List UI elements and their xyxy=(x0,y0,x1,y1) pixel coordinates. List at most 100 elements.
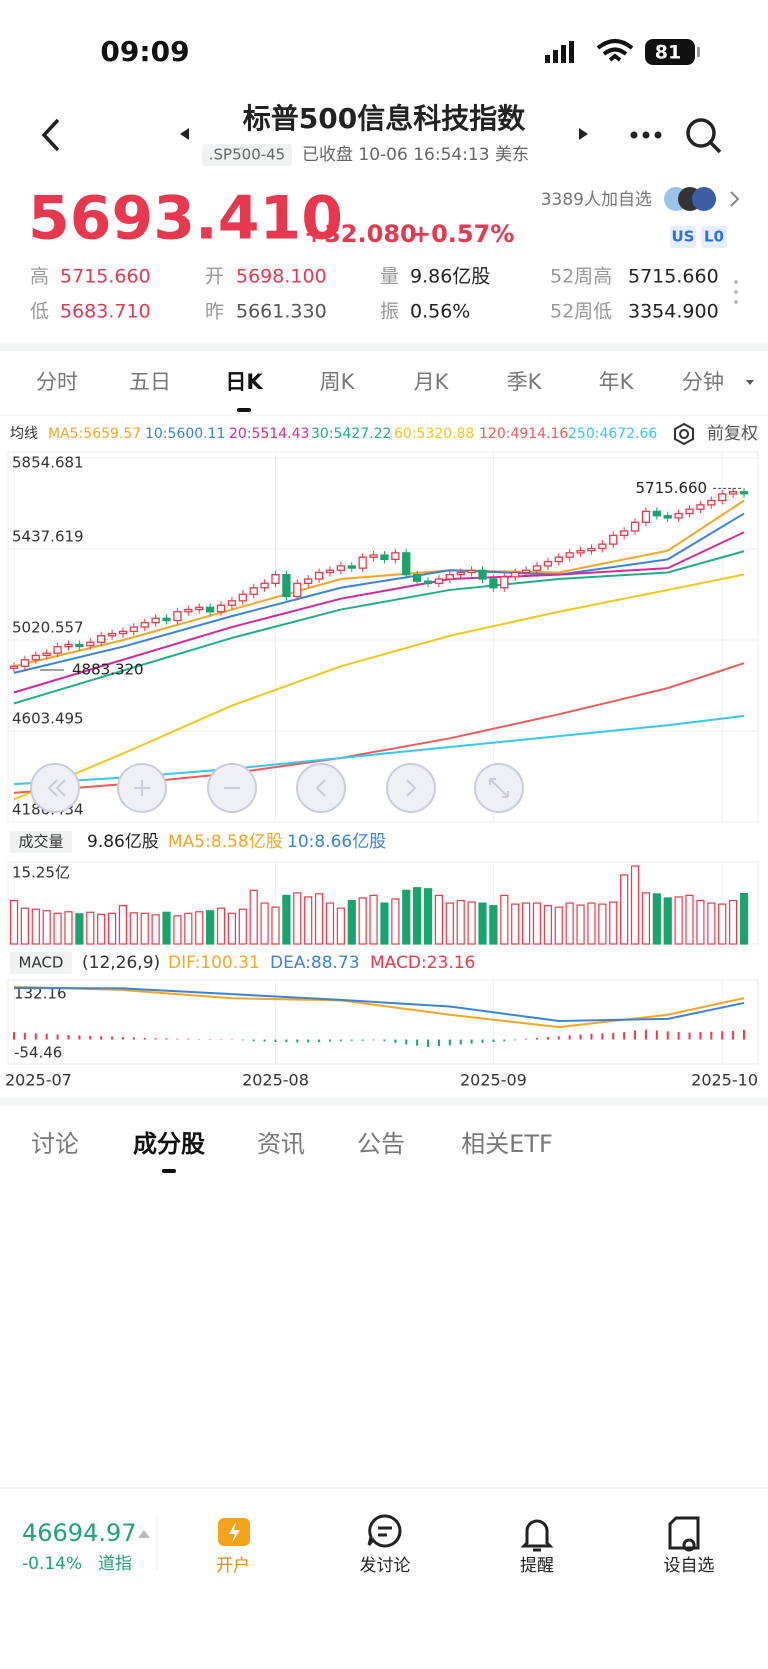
volume-summary: MA5:8.58亿股 xyxy=(168,832,283,852)
candle xyxy=(162,617,171,622)
ma-legend: 20:5514.43 xyxy=(229,426,309,442)
bottom-action[interactable]: 设自选 xyxy=(664,1556,715,1576)
period-tab[interactable]: 季K xyxy=(507,370,543,394)
candle xyxy=(249,587,258,595)
period-tab[interactable]: 分钟 xyxy=(682,370,724,394)
bottom-action[interactable]: 发讨论 xyxy=(360,1556,411,1576)
x-tick-label: 2025-08 xyxy=(242,1071,309,1090)
volume-bar xyxy=(75,913,84,945)
candle xyxy=(314,571,324,580)
content-tab[interactable]: 相关ETF xyxy=(461,1130,553,1158)
volume-bar xyxy=(282,894,291,945)
content-tab[interactable]: 公告 xyxy=(357,1130,405,1158)
ma-legend: 60:5320.88 xyxy=(394,426,474,442)
candle xyxy=(380,554,389,561)
volume-bar xyxy=(739,892,749,945)
candle xyxy=(434,578,444,585)
candle xyxy=(173,611,182,622)
x-tick-label: 2025-09 xyxy=(460,1071,527,1090)
period-tab[interactable]: 周K xyxy=(320,370,356,394)
ma-legend: 30:5427.22 xyxy=(311,426,391,442)
stats-more[interactable] xyxy=(734,280,738,304)
bottom-action[interactable]: 提醒 xyxy=(520,1556,554,1576)
clock: 09:09 xyxy=(100,35,189,68)
ma-legend: 120:4914.16 xyxy=(479,426,568,442)
search-button[interactable] xyxy=(686,118,722,154)
bottom-action[interactable]: 开户 xyxy=(216,1556,250,1576)
pan-left[interactable] xyxy=(296,763,346,813)
adjust[interactable]: 前复权 xyxy=(707,424,758,444)
index-arrow xyxy=(138,1530,150,1538)
volume-bar xyxy=(216,907,226,945)
volume-bar xyxy=(402,889,411,945)
y-tick-label: 5437.619 xyxy=(12,528,84,546)
candle xyxy=(674,512,683,519)
content-tab[interactable]: 资讯 xyxy=(257,1130,305,1158)
stat-label: 52周高 xyxy=(550,266,612,288)
volume-bar xyxy=(86,911,95,945)
stat-value: 5661.330 xyxy=(236,301,327,323)
candle xyxy=(478,569,487,580)
volume-bar xyxy=(380,902,389,945)
volume-bar xyxy=(718,903,727,945)
y-tick-label: 4603.495 xyxy=(12,710,84,728)
volume-bar xyxy=(478,902,487,945)
stat-label: 52周低 xyxy=(550,301,612,323)
candle xyxy=(107,632,117,637)
prev-button[interactable] xyxy=(180,128,189,140)
ma-legend-label: 均线 xyxy=(10,426,38,442)
stat-label: 高 xyxy=(30,266,49,288)
candle xyxy=(86,641,95,647)
period-tab[interactable]: 月K xyxy=(414,370,450,394)
adjust-icon xyxy=(674,422,694,446)
candle xyxy=(445,574,454,580)
stat-value: 5715.660 xyxy=(628,266,719,288)
period-tab[interactable]: 五日 xyxy=(129,370,171,394)
period-tab[interactable]: 分时 xyxy=(36,370,78,394)
ma-legend: 10:5600.11 xyxy=(145,426,225,442)
pan-right[interactable] xyxy=(386,763,436,813)
content-tab[interactable]: 讨论 xyxy=(31,1130,79,1158)
candle xyxy=(325,569,335,574)
ma-line xyxy=(13,573,745,801)
content-tab[interactable]: 成分股 xyxy=(133,1130,205,1158)
zoom-far[interactable] xyxy=(30,763,80,813)
followers-arrow[interactable] xyxy=(730,191,740,207)
back-button[interactable] xyxy=(41,118,60,152)
period-tab[interactable]: 日K xyxy=(225,370,263,394)
low-marker: 4883.320 xyxy=(72,660,144,678)
volume-bar xyxy=(554,906,563,945)
stat-value: 0.56% xyxy=(410,301,470,323)
volume-bar xyxy=(674,896,683,945)
volume-bar xyxy=(227,912,237,945)
ma-legend: MA5:5659.57 xyxy=(48,426,141,442)
candle xyxy=(707,499,716,506)
volume-bar xyxy=(423,888,433,945)
title-box xyxy=(10,952,72,974)
kline-chart: 均线 MA5:5659.57 10:5600.11 20:5514.43 30:5427… xyxy=(5,422,759,1090)
candle xyxy=(412,574,422,582)
x-tick-label: 2025-10 xyxy=(691,1071,758,1090)
battery-tip xyxy=(697,47,700,57)
price: 5693.410 xyxy=(28,184,343,254)
stat-value: 5683.710 xyxy=(60,301,151,323)
volume-bar xyxy=(391,898,400,945)
candle xyxy=(543,560,553,567)
candle xyxy=(347,565,356,569)
volume-bar xyxy=(336,907,345,945)
volume-bar xyxy=(151,914,160,945)
period-tab[interactable]: 年K xyxy=(599,370,635,394)
candle xyxy=(358,556,367,569)
wifi-icon xyxy=(596,39,634,62)
more-button[interactable] xyxy=(630,131,662,139)
volume-bar xyxy=(620,874,629,945)
candle xyxy=(97,635,106,643)
candle xyxy=(184,608,193,613)
candle xyxy=(293,582,302,598)
index-change: -0.14% xyxy=(22,1554,82,1574)
candle xyxy=(467,569,476,574)
minute-dropdown[interactable] xyxy=(746,380,754,385)
volume-bar xyxy=(685,894,694,945)
next-button[interactable] xyxy=(579,128,588,140)
